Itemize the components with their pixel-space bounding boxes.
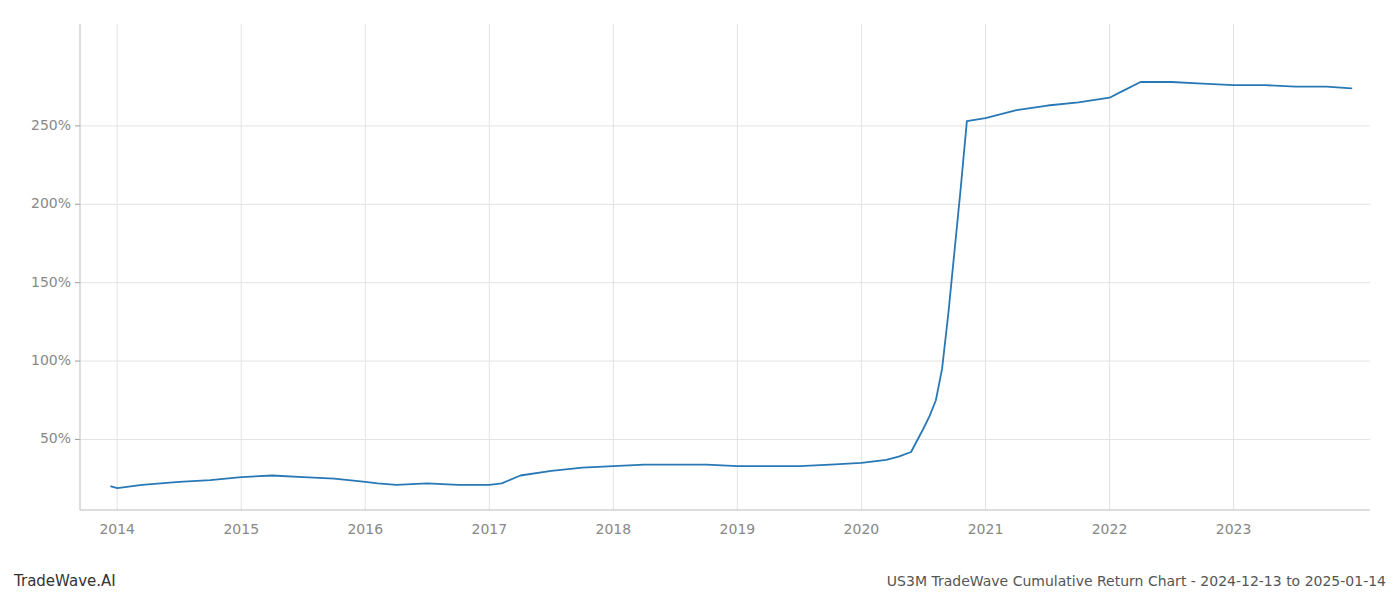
axes: 50% 100% 150% 200% 250% 2014 2015 2016 2017 2018 2… (31, 24, 1370, 537)
tick-label: 2021 (968, 521, 1004, 537)
tick-label: 2019 (720, 521, 756, 537)
grid-line (737, 24, 738, 510)
tick-label: 100% (31, 352, 71, 368)
title: US3M TradeWave Cumulative Return Chart -… (887, 573, 1386, 589)
grid-line (985, 24, 986, 510)
tick-label: 2016 (347, 521, 383, 537)
tick-label: 2014 (99, 521, 135, 537)
chart: 50% 100% 150% 200% 250% 2014 2015 2016 2017 2018 2… (0, 0, 1400, 600)
tick-label: 2020 (844, 521, 880, 537)
watermark: TradeWave.AI (13, 572, 116, 590)
tick-label: 2022 (1092, 521, 1128, 537)
grid-line (861, 24, 862, 510)
tick-label: 50% (40, 430, 71, 446)
tick-label: 2017 (472, 521, 508, 537)
grid-line (365, 24, 366, 510)
grid-line (613, 24, 614, 510)
grid-line (117, 24, 118, 510)
tick-label: 150% (31, 274, 71, 290)
tick-mark (75, 125, 80, 126)
x-axis-line (80, 510, 1370, 511)
tick-mark (75, 439, 80, 440)
grid-line (241, 24, 242, 510)
tick-label: 2023 (1216, 521, 1252, 537)
plot-area (111, 82, 1351, 488)
tick-mark (75, 204, 80, 205)
y-axis-line (80, 24, 81, 510)
tick-label: 2015 (223, 521, 259, 537)
grid (80, 24, 1370, 510)
grid-line (80, 204, 1370, 205)
grid-line (80, 439, 1370, 440)
grid-line (489, 24, 490, 510)
line (111, 82, 1351, 488)
grid-line (80, 125, 1370, 126)
grid-line (80, 361, 1370, 362)
tick-label: 2018 (596, 521, 632, 537)
tick-label: 250% (31, 117, 71, 133)
tick-label: 200% (31, 195, 71, 211)
grid-line (80, 282, 1370, 283)
tick-mark (75, 282, 80, 283)
tick-mark (75, 361, 80, 362)
background (0, 0, 1400, 600)
grid-line (1233, 24, 1234, 510)
